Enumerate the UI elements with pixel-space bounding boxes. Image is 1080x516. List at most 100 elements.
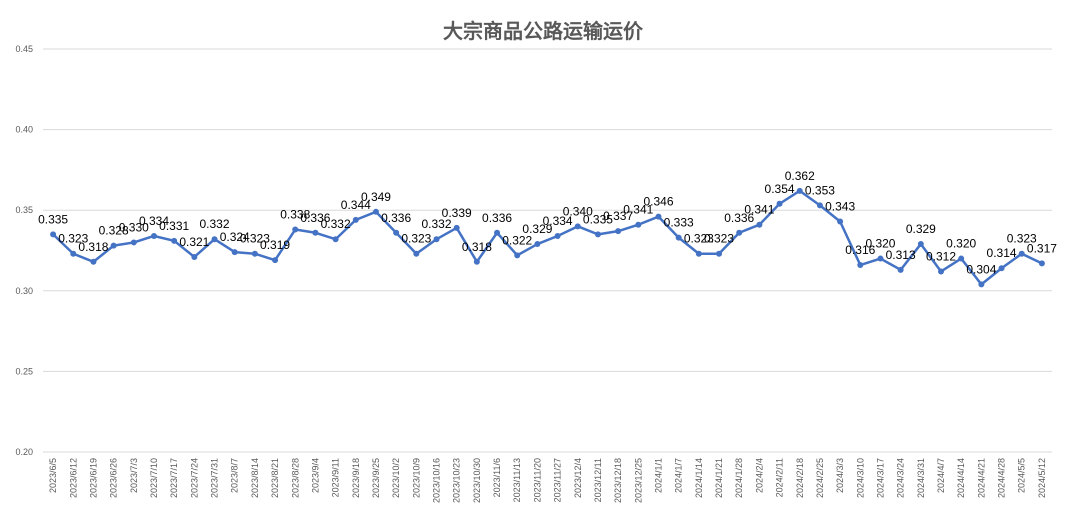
x-tick-label: 2023/12/11 <box>593 458 603 502</box>
data-label: 0.323 <box>684 232 714 246</box>
data-point <box>796 187 803 194</box>
data-point <box>150 232 157 239</box>
y-axis-ticks: 0.20 0.25 0.30 0.35 0.40 0.45 <box>15 44 33 457</box>
x-axis-ticks: 2023/6/5 2023/6/12 2023/6/19 2023/6/26 2023/… <box>48 458 1047 503</box>
data-point <box>372 208 379 215</box>
data-point <box>675 234 682 241</box>
data-point <box>877 255 884 262</box>
x-tick-label: 2024/1/14 <box>694 458 704 498</box>
data-point <box>574 223 581 230</box>
x-tick-label: 2024/2/18 <box>795 458 805 498</box>
x-tick-label: 2023/12/4 <box>573 458 583 498</box>
x-tick-label: 2023/8/14 <box>250 458 260 498</box>
data-point <box>756 221 763 228</box>
data-label: 0.336 <box>381 211 411 225</box>
data-point <box>130 239 137 246</box>
data-point <box>938 268 945 275</box>
data-label: 0.321 <box>179 235 209 249</box>
data-label: 0.332 <box>421 217 451 231</box>
x-tick-label: 2024/5/5 <box>1017 458 1027 493</box>
y-tick-label: 0.45 <box>15 44 33 54</box>
data-label: 0.335 <box>583 212 613 226</box>
data-label: 0.328 <box>99 224 129 238</box>
data-label: 0.323 <box>58 232 88 246</box>
x-tick-label: 2023/8/28 <box>290 458 300 498</box>
y-tick-label: 0.30 <box>15 286 33 296</box>
x-tick-label: 2023/10/16 <box>432 458 442 503</box>
data-label: 0.336 <box>724 211 754 225</box>
x-tick-label: 2024/4/28 <box>997 458 1007 498</box>
data-point <box>292 226 299 233</box>
data-label: 0.346 <box>643 195 673 209</box>
x-tick-label: 2023/11/27 <box>553 458 563 502</box>
data-point <box>393 229 400 236</box>
data-label: 0.323 <box>1007 232 1037 246</box>
data-point <box>514 252 521 259</box>
data-point <box>272 257 279 264</box>
data-point <box>857 262 864 269</box>
x-tick-label: 2023/7/10 <box>149 458 159 498</box>
data-label: 0.336 <box>482 211 512 225</box>
x-tick-label: 2023/11/20 <box>532 458 542 502</box>
data-label: 0.319 <box>260 238 290 252</box>
data-point <box>837 218 844 225</box>
data-point <box>110 242 117 249</box>
data-label: 0.341 <box>623 203 653 217</box>
x-tick-label: 2023/10/30 <box>472 458 482 503</box>
data-label: 0.333 <box>664 216 694 230</box>
data-label: 0.312 <box>926 249 956 263</box>
data-point <box>251 250 258 257</box>
data-point <box>897 266 904 273</box>
x-tick-label: 2023/11/13 <box>512 458 522 502</box>
data-point <box>332 236 339 243</box>
data-label: 0.323 <box>240 232 270 246</box>
data-label: 0.332 <box>200 217 230 231</box>
x-tick-label: 2023/6/19 <box>88 458 98 498</box>
x-tick-label: 2024/1/1 <box>653 458 663 493</box>
data-label: 0.316 <box>845 243 875 257</box>
data-label: 0.349 <box>361 190 391 204</box>
data-point <box>958 255 965 262</box>
data-point <box>50 231 57 238</box>
data-point <box>695 250 702 257</box>
data-label: 0.336 <box>300 211 330 225</box>
data-point <box>352 216 359 223</box>
data-label: 0.323 <box>704 232 734 246</box>
data-label: 0.313 <box>886 248 916 262</box>
data-point <box>534 241 541 248</box>
data-label: 0.324 <box>220 230 250 244</box>
data-label: 0.341 <box>744 203 774 217</box>
y-tick-label: 0.20 <box>15 447 33 457</box>
x-tick-label: 2023/12/25 <box>633 458 643 503</box>
data-label: 0.329 <box>906 222 936 236</box>
data-point <box>90 258 97 265</box>
data-label: 0.337 <box>603 209 633 223</box>
data-point <box>655 213 662 220</box>
data-point <box>433 236 440 243</box>
data-point <box>594 231 601 238</box>
data-label: 0.334 <box>139 214 169 228</box>
data-point <box>998 265 1005 272</box>
data-point <box>413 250 420 257</box>
x-tick-label: 2023/8/21 <box>270 458 280 498</box>
data-point <box>978 281 985 288</box>
x-tick-label: 2023/10/23 <box>452 458 462 503</box>
data-point <box>70 250 77 257</box>
data-labels: 0.3350.3230.3180.3280.3300.3340.3310.321… <box>38 169 1057 276</box>
data-label: 0.320 <box>865 237 895 251</box>
data-point <box>554 232 561 239</box>
x-tick-label: 2023/6/5 <box>48 458 58 493</box>
y-tick-label: 0.35 <box>15 205 33 215</box>
x-tick-label: 2023/8/7 <box>230 458 240 493</box>
x-tick-label: 2024/2/11 <box>775 458 785 497</box>
data-point <box>211 236 218 243</box>
x-tick-label: 2024/3/3 <box>835 458 845 493</box>
data-label: 0.332 <box>321 217 351 231</box>
x-tick-label: 2024/2/4 <box>754 458 764 493</box>
data-label: 0.318 <box>78 240 108 254</box>
x-tick-label: 2024/4/7 <box>936 458 946 493</box>
data-label: 0.323 <box>401 232 431 246</box>
gridlines <box>43 48 1052 453</box>
x-tick-label: 2023/10/9 <box>411 458 421 498</box>
